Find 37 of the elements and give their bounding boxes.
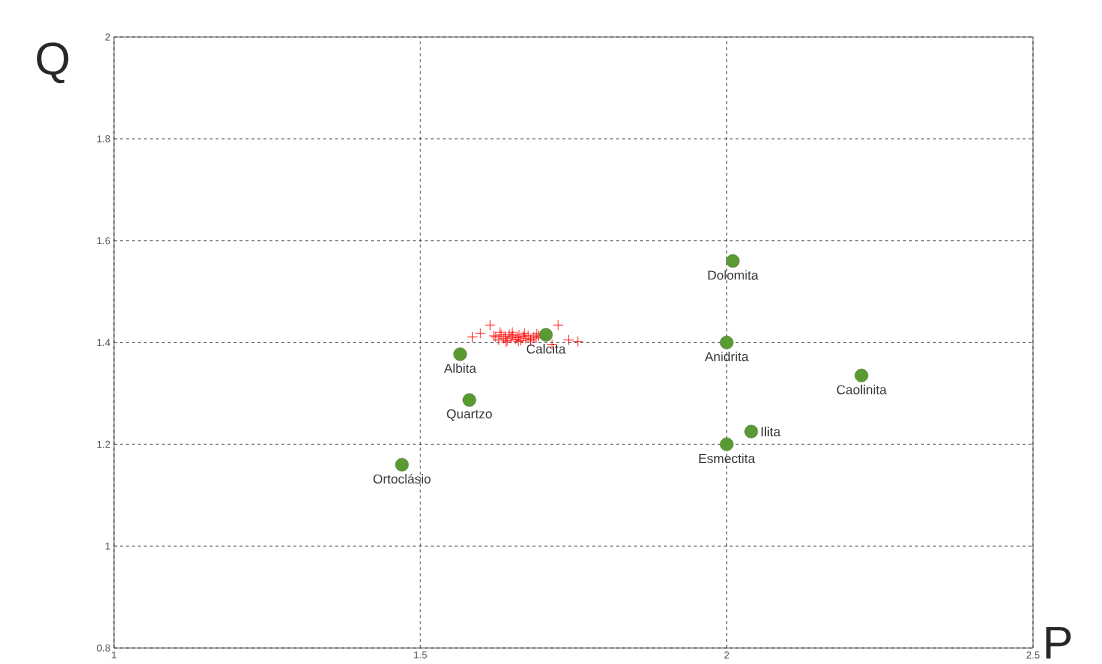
annotation: Albita	[443, 363, 477, 373]
point	[719, 437, 734, 452]
annotation: Anidrita	[704, 351, 749, 362]
annotation: Caolinita	[836, 384, 887, 395]
y-tick-label: 1	[105, 542, 110, 550]
point	[467, 331, 478, 343]
y-tick-label: 1.2	[97, 440, 110, 448]
annotation: Esmectita	[699, 453, 756, 464]
x-tick-label: 2.5	[1026, 651, 1040, 659]
y-tick-label: 2	[105, 33, 110, 41]
x-axis-title: P	[1046, 626, 1071, 659]
point	[854, 368, 869, 383]
point	[572, 336, 584, 347]
x-tick-label: 1	[112, 651, 117, 659]
point	[462, 393, 477, 407]
point	[726, 254, 740, 268]
y-axis-title: Q	[37, 42, 69, 84]
annotation: Quartzo	[446, 409, 492, 421]
x-tick-label: 2	[724, 651, 729, 659]
point	[475, 327, 486, 339]
y-tick-label: 1.4	[97, 339, 111, 346]
y-tick-label: 1.6	[97, 237, 111, 245]
x-tick-label: 1.5	[414, 651, 427, 659]
annotation: Ilita	[761, 426, 781, 437]
y-tick-label: 1.8	[97, 135, 111, 143]
annotation: Ortoclásio	[373, 473, 431, 484]
point	[539, 328, 553, 342]
y-tick-label: 0.8	[97, 644, 111, 652]
point	[719, 335, 734, 350]
point	[563, 334, 574, 346]
point	[484, 319, 496, 331]
point	[395, 458, 409, 472]
point	[552, 319, 564, 331]
point	[744, 424, 758, 439]
annotation: Dolomita	[708, 270, 759, 280]
point	[453, 347, 467, 361]
annotation: Calcita	[526, 344, 566, 354]
